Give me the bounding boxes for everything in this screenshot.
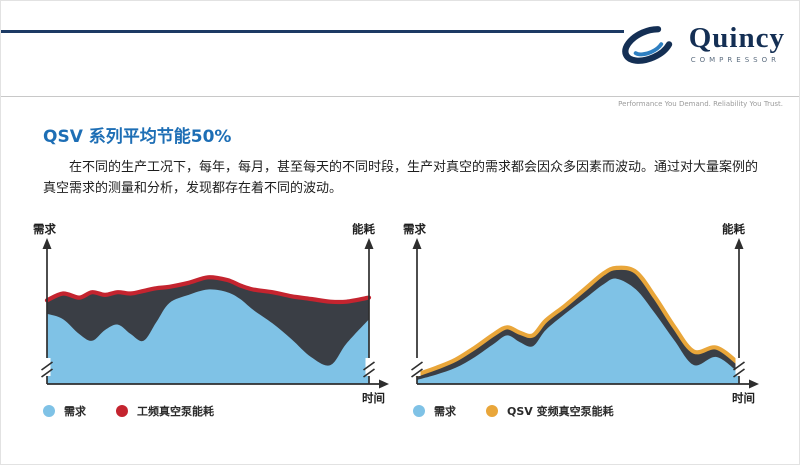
y-axis-left-arrow xyxy=(412,238,422,249)
legend-dot xyxy=(43,405,55,417)
y-right-label: 能耗 xyxy=(722,222,745,236)
logo-text: Quincy COMPRESSOR xyxy=(688,22,785,65)
legend-dot xyxy=(413,405,425,417)
legend-label: 需求 xyxy=(64,405,86,418)
legend-item: QSV 变频真空泵能耗 xyxy=(486,403,614,419)
legend-qsv: 需求 QSV 变频真空泵能耗 xyxy=(413,403,614,419)
quincy-swoosh-icon xyxy=(621,26,674,64)
x-axis-arrow xyxy=(749,379,759,389)
energy-line xyxy=(44,275,372,305)
chart-fixed-frequency-vacuum: 需求 能耗 时间 需求 工频真空泵能耗 xyxy=(33,219,389,431)
x-axis-arrow xyxy=(379,379,389,389)
axis-break-mark xyxy=(363,368,375,378)
x-axis-label: 时间 xyxy=(362,391,385,405)
axis-break-mark xyxy=(411,368,423,378)
axis-break-mark xyxy=(733,368,745,378)
legend-dot xyxy=(116,405,128,417)
y-axis-left-arrow xyxy=(42,238,52,249)
y-left-label: 需求 xyxy=(403,222,426,236)
axis-break-mark xyxy=(41,368,53,378)
legend-item: 需求 xyxy=(413,403,456,419)
legend-fixed-frequency: 需求 工频真空泵能耗 xyxy=(43,403,214,419)
legend-item: 需求 xyxy=(43,403,86,419)
demand-area xyxy=(417,278,739,384)
energy-line xyxy=(414,265,742,377)
header-divider xyxy=(1,96,799,97)
brand-tagline: Performance You Demand. Reliability You … xyxy=(618,100,783,108)
legend-item: 工频真空泵能耗 xyxy=(116,403,214,419)
x-axis-label: 时间 xyxy=(732,391,755,405)
y-right-label: 能耗 xyxy=(352,222,375,236)
axis-break-mark xyxy=(411,361,423,371)
demand-area xyxy=(47,289,369,384)
body-paragraph: 在不同的生产工况下，每年，每月，甚至每天的不同时段，生产对真空的需求都会因众多因… xyxy=(43,160,759,197)
top-accent-rule xyxy=(1,30,624,33)
axis-break-mark xyxy=(41,361,53,371)
y-axis-right-arrow xyxy=(364,238,374,249)
slide-title: QSV 系列平均节能50% xyxy=(43,127,232,147)
brand-subtitle: COMPRESSOR xyxy=(690,56,780,64)
legend-label: QSV 变频真空泵能耗 xyxy=(507,405,614,418)
chart-qsv-variable-frequency: 需求 能耗时间 需求 QSV 变频真空泵能耗 xyxy=(403,219,759,431)
legend-dot xyxy=(486,405,498,417)
legend-label: 工频真空泵能耗 xyxy=(137,405,214,418)
quincy-logo: Quincy COMPRESSOR xyxy=(619,17,785,71)
axis-break-mark xyxy=(363,361,375,371)
legend-label: 需求 xyxy=(434,405,456,418)
axis-break-mark xyxy=(733,361,745,371)
y-axis-right-arrow xyxy=(734,238,744,249)
y-left-label: 需求 xyxy=(33,222,56,236)
brand-name: Quincy xyxy=(688,22,785,54)
